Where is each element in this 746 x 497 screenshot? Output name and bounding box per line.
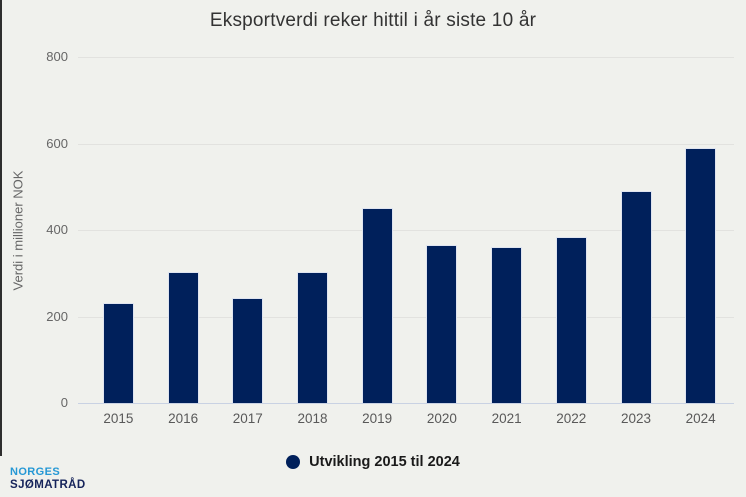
bar-2021 [491, 246, 523, 403]
x-tick-label: 2023 [620, 411, 652, 426]
y-tick-label: 0 [60, 395, 68, 410]
bar-2018 [297, 271, 328, 403]
bar-2016 [167, 271, 199, 403]
legend-label: Utvikling 2015 til 2024 [309, 454, 460, 470]
x-tick-label: 2019 [362, 411, 393, 426]
x-tick-label: 2016 [168, 411, 199, 426]
y-tick-label: 200 [46, 308, 68, 324]
bar-2019 [361, 208, 393, 403]
x-axis-baseline [78, 403, 734, 404]
y-tick-label: 400 [46, 222, 68, 237]
bar-2024 [685, 147, 717, 403]
bar-2020 [426, 244, 458, 403]
gridline [78, 57, 734, 58]
x-tick-label: 2024 [685, 411, 716, 426]
y-tick-label: 800 [46, 49, 68, 64]
logo-norges: NORGES [10, 466, 61, 478]
x-tick-label: 2015 [103, 411, 134, 426]
bar-2022 [555, 236, 587, 403]
x-tick-label: 2022 [556, 411, 587, 426]
gridline [78, 316, 734, 318]
bar-2015 [102, 302, 134, 403]
legend: Utvikling 2015 til 2024 [0, 454, 746, 470]
x-tick-label: 2017 [232, 411, 263, 426]
brand-logo: NORGES SJØMATRÅD [10, 466, 86, 492]
y-tick-label: 600 [46, 135, 68, 151]
logo-sjomatrad: SJØMATRÅD [10, 479, 86, 491]
left-edge-line [0, 0, 2, 456]
plot-area [78, 57, 734, 404]
bar-2017 [232, 297, 264, 403]
chart-title: Eksportverdi reker hittil i år siste 10 … [209, 10, 537, 31]
legend-marker-icon [286, 455, 301, 469]
x-tick-label: 2018 [297, 411, 328, 426]
x-tick-label: 2020 [426, 411, 457, 426]
x-tick-label: 2021 [491, 411, 522, 426]
gridline [78, 230, 734, 231]
bar-2023 [620, 191, 652, 403]
gridline [78, 143, 734, 145]
